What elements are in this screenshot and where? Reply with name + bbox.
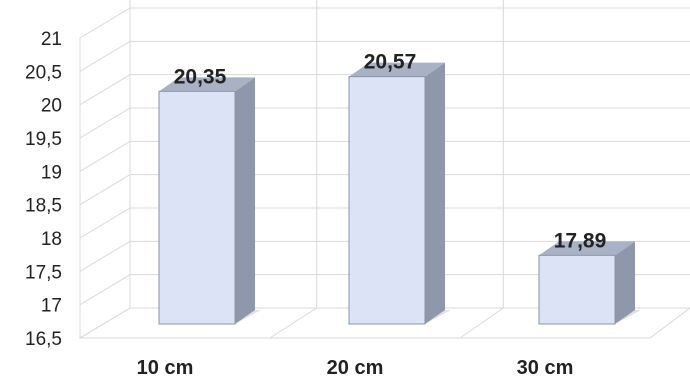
bar-front	[538, 254, 616, 325]
y-axis: 16,5 17 17,5 18 18,5 19 19,5 20 20,5 21	[25, 29, 62, 350]
y-tick-label: 19,5	[25, 129, 62, 150]
x-category-label: 10 cm	[137, 357, 194, 379]
bar-value-label: 17,89	[554, 229, 607, 252]
bar-value-label: 20,35	[174, 65, 227, 88]
bar-front	[348, 76, 426, 325]
gridline-side	[79, 74, 131, 106]
bars: 20,35 20,57 17,89	[158, 51, 641, 325]
gridline-side	[79, 174, 131, 206]
bar-top	[539, 241, 635, 256]
bar-side	[615, 241, 635, 324]
bar-top	[349, 62, 445, 77]
y-tick-label: 21	[41, 29, 62, 50]
y-tick-label: 17	[41, 296, 62, 317]
x-category-label: 20 cm	[327, 357, 384, 379]
y-tick-label: 20,5	[25, 62, 62, 83]
gridline-side	[79, 207, 131, 239]
bar-front	[158, 90, 236, 325]
bar-side	[425, 62, 445, 325]
bar-3	[538, 241, 641, 325]
y-tick-label: 17,5	[25, 262, 62, 283]
gridline-side	[79, 40, 131, 72]
y-tick-label: 16,5	[25, 329, 62, 350]
bar-top	[159, 77, 255, 92]
category-divider-floor	[269, 307, 317, 339]
gridline-side	[79, 107, 131, 139]
bar-side	[235, 77, 255, 324]
y-tick-label: 18,5	[25, 196, 62, 217]
y-tick-label: 18	[41, 229, 62, 250]
y-tick-label: 20	[41, 96, 62, 117]
category-divider-floor	[459, 307, 504, 339]
gridline-side	[79, 274, 131, 306]
x-category-label: 30 cm	[517, 357, 574, 379]
bar-2	[348, 62, 451, 325]
gridline-side	[79, 240, 131, 272]
gridline-side	[79, 7, 131, 39]
gridline-side	[79, 307, 131, 339]
x-axis: 10 cm 20 cm 30 cm	[137, 357, 574, 379]
bar-1	[158, 77, 261, 325]
gridline-side	[79, 140, 131, 172]
bar-value-label: 20,57	[364, 51, 417, 74]
y-tick-label: 19	[41, 162, 62, 183]
